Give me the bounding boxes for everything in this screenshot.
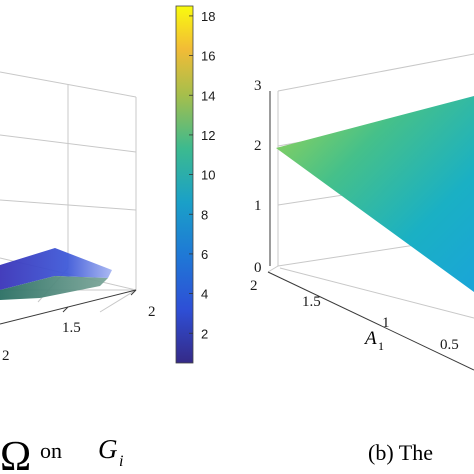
b-xlabel-var: A [363,328,377,349]
colorbar-tick-label: 16 [201,49,215,64]
colorbar-tick-label: 10 [201,168,215,183]
a-x-tick-1: 2 [148,304,156,320]
a-x-tick-0: 1.5 [62,320,81,336]
colorbar-ticks: 2 4 6 8 10 12 14 16 18 [189,9,215,341]
panel-a: 1.5 2 2 [0,71,156,364]
panel-b: 0 1 2 3 2 1.5 1 0.5 A 1 [250,53,474,371]
b-z-tick-0: 0 [254,260,262,276]
b-x-tick-3: 0.5 [440,337,459,353]
caption-a-var: G [98,434,118,464]
surface-lower-sheet [0,276,108,300]
b-z-tick-2: 2 [254,138,262,154]
caption-a: Ω on G i [0,434,123,474]
caption-a-symbol: Ω [0,434,31,474]
b-x-tick-1: 1.5 [302,294,321,310]
panel-b-z-axis: 0 1 2 3 [254,78,271,276]
b-z-tick-1: 1 [254,198,262,214]
a-xlabel-fragment: 2 [2,348,10,364]
b-xlabel-sub: 1 [378,339,384,353]
b-x-tick-0: 2 [250,278,258,294]
b-z-tick-3: 3 [254,78,262,94]
caption-a-sub: i [119,453,123,470]
panel-a-surface [0,248,112,300]
colorbar-tick-label: 4 [201,287,208,302]
caption-b: (b) The [368,440,433,465]
caption-a-word: on [40,438,62,463]
colorbar-tick-label: 8 [201,207,208,222]
colorbar-tick-label: 2 [201,326,208,341]
panel-b-x-axis: 2 1.5 1 0.5 A 1 [250,271,474,371]
surface-upper-sheet [0,248,112,290]
colorbar-tick-label: 14 [201,88,215,103]
b-x-tick-2: 1 [382,315,390,331]
colorbar-tick-label: 12 [201,128,215,143]
colorbar-tick-label: 18 [201,9,215,24]
panel-a-x-axis: 1.5 2 2 [0,289,156,364]
colorbar-tick-label: 6 [201,247,208,262]
colorbar-gradient [175,5,194,364]
colorbar: 2 4 6 8 10 12 14 16 18 [175,5,215,364]
surface-sheet [276,96,474,292]
panel-b-surface [276,96,474,292]
